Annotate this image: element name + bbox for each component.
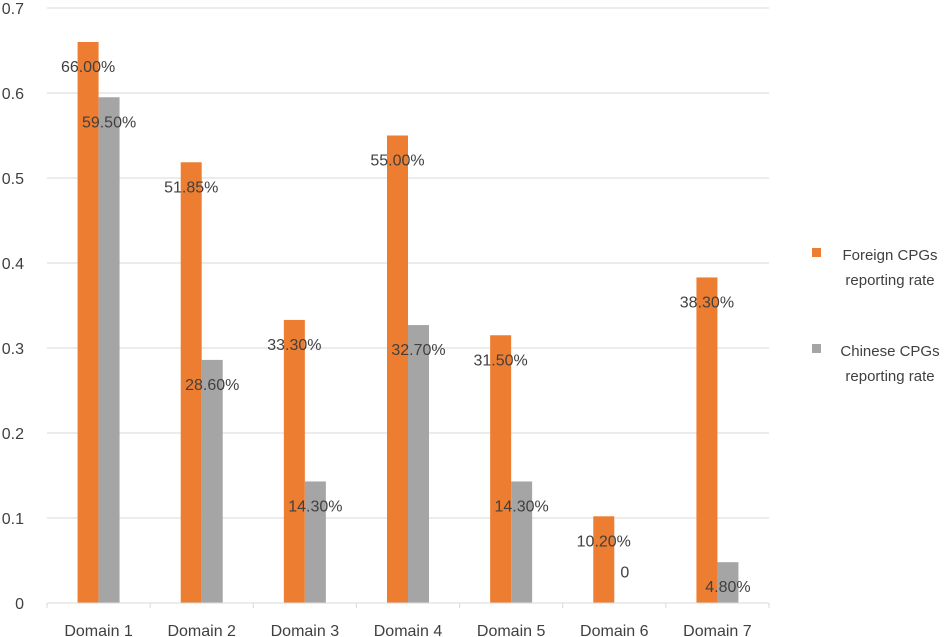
bar (408, 325, 429, 603)
bar (98, 97, 120, 603)
data-label: 14.30% (495, 498, 549, 515)
data-label: 0 (620, 565, 629, 582)
legend-entry: Chinese CPGs reporting rate (812, 343, 940, 385)
bar (283, 319, 305, 603)
data-label: 10.20% (577, 533, 631, 550)
y-tick-label: 0.3 (2, 341, 24, 358)
x-tick-label: Domain 2 (167, 623, 236, 637)
legend-entry: Foreign CPGs reporting rate (812, 247, 938, 289)
data-label: 31.50% (474, 352, 528, 369)
legend-label: Foreign CPGs (842, 247, 937, 264)
legend-label: reporting rate (845, 368, 934, 385)
data-label: 59.50% (82, 114, 136, 131)
y-tick-label: 0 (15, 596, 24, 613)
bar (593, 516, 615, 603)
bar (77, 42, 99, 603)
bar (387, 135, 408, 603)
data-label: 38.30% (680, 294, 734, 311)
x-tick-label: Domain 5 (477, 623, 546, 637)
y-tick-label: 0.4 (2, 256, 24, 273)
bar (490, 335, 512, 603)
data-label: 51.85% (164, 179, 218, 196)
x-tick-label: Domain 7 (683, 623, 752, 637)
legend-label: reporting rate (845, 272, 934, 289)
bar (304, 481, 326, 603)
axes: 0 0.1 0.2 0.3 0.4 0.5 0.6 0.7 Domain 1 Domain 2 Do… (2, 1, 770, 637)
y-tick-label: 0.5 (2, 171, 24, 188)
data-label: 32.70% (391, 342, 445, 359)
data-label: 55.00% (370, 153, 424, 170)
y-tick-label: 0.6 (2, 86, 24, 103)
y-tick-label: 0.1 (2, 511, 24, 528)
y-tick-label: 0.7 (2, 1, 24, 18)
bar (717, 562, 739, 603)
data-label: 4.80% (705, 579, 750, 596)
data-label: 66.00% (61, 59, 115, 76)
bar (511, 481, 533, 603)
bar (201, 359, 223, 603)
legend-label: Chinese CPGs (840, 343, 939, 360)
bar (180, 162, 202, 603)
x-tick-label: Domain 6 (580, 623, 649, 637)
legend-swatch (812, 248, 821, 257)
legend: Foreign CPGs reporting rate Chinese CPGs re… (812, 247, 940, 385)
x-tick-label: Domain 4 (374, 623, 443, 637)
x-tick-label: Domain 1 (64, 623, 133, 637)
y-tick-label: 0.2 (2, 426, 24, 443)
data-label: 14.30% (288, 498, 342, 515)
bars (77, 42, 739, 603)
legend-swatch (812, 344, 821, 353)
x-tick-label: Domain 3 (271, 623, 340, 637)
data-label: 33.30% (267, 337, 321, 354)
data-label: 28.60% (185, 377, 239, 394)
data-labels: 66.00% 51.85% 33.30% 55.00% 31.50% 10.20% 38.3… (61, 59, 751, 596)
bar (696, 277, 718, 603)
